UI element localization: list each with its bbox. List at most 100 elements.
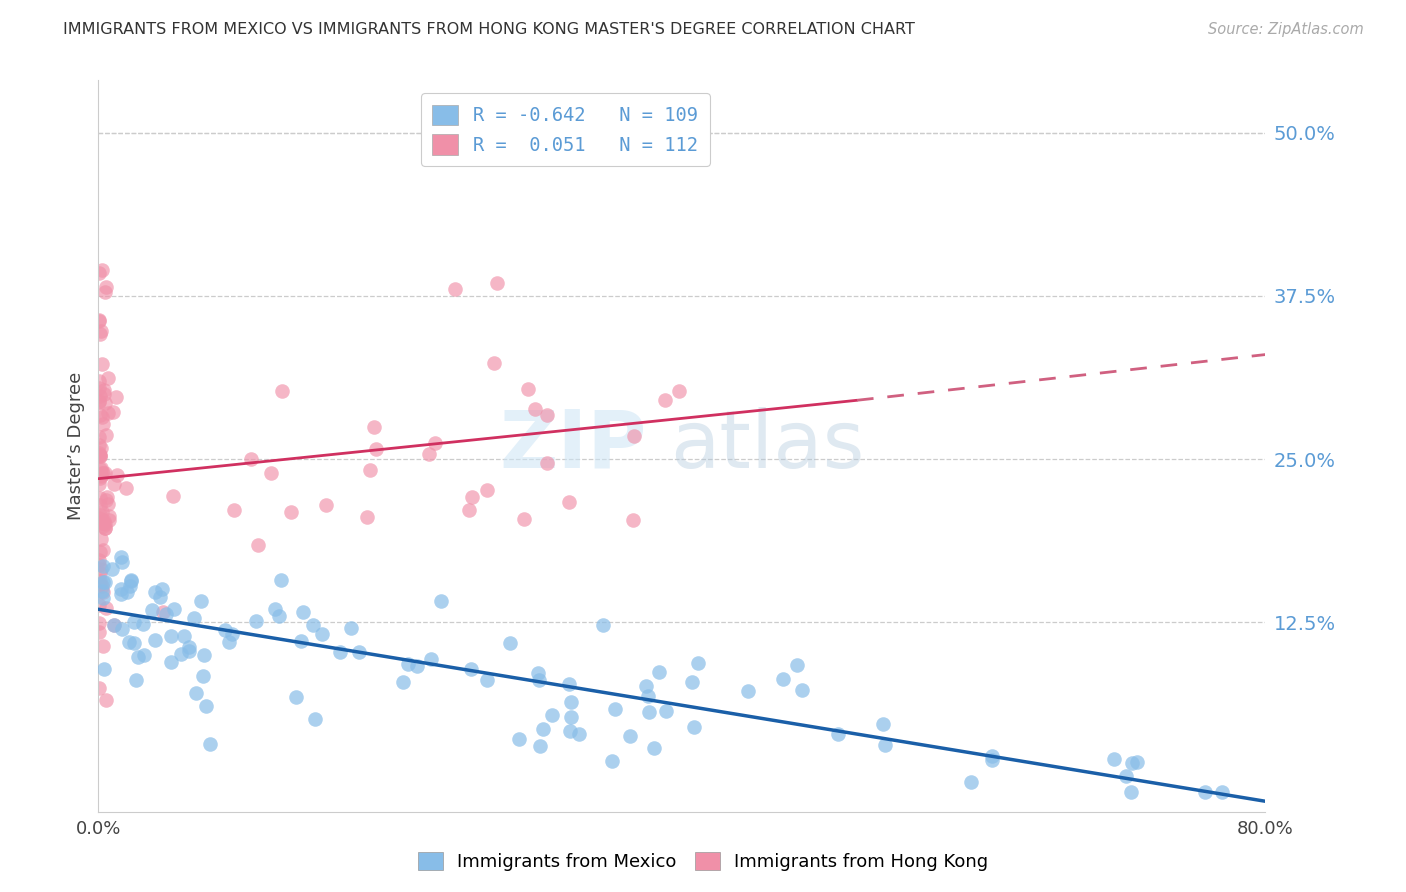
Point — [396, 657, 419, 671]
Point — [87, 511, 110, 525]
Point — [475, 483, 498, 497]
Point — [527, 673, 550, 687]
Point — [89, 448, 111, 462]
Point — [87, 598, 110, 612]
Point — [681, 674, 703, 689]
Point — [260, 466, 283, 480]
Point — [477, 673, 499, 687]
Point — [94, 575, 117, 590]
Point — [1211, 785, 1233, 799]
Point — [173, 629, 195, 643]
Point — [772, 672, 794, 686]
Point — [1121, 785, 1143, 799]
Point — [87, 681, 110, 695]
Point — [264, 602, 287, 616]
Point — [240, 452, 263, 467]
Point — [162, 489, 184, 503]
Point — [170, 647, 193, 661]
Point — [637, 690, 659, 704]
Point — [347, 645, 370, 659]
Point — [125, 673, 148, 687]
Point — [91, 542, 114, 557]
Point — [558, 724, 581, 739]
Point — [89, 545, 111, 559]
Point — [356, 510, 378, 524]
Point — [93, 387, 115, 401]
Point — [340, 621, 363, 635]
Point — [87, 438, 110, 452]
Point — [141, 602, 163, 616]
Text: ZIP: ZIP — [499, 407, 647, 485]
Point — [93, 514, 115, 528]
Point — [486, 276, 509, 290]
Point — [120, 579, 142, 593]
Point — [648, 665, 671, 679]
Point — [101, 405, 124, 419]
Point — [513, 512, 536, 526]
Point — [91, 584, 114, 599]
Point — [93, 662, 115, 676]
Point — [143, 585, 166, 599]
Point — [290, 634, 312, 648]
Point — [91, 559, 114, 574]
Point — [87, 558, 110, 572]
Point — [122, 615, 145, 629]
Point — [115, 481, 138, 495]
Point — [89, 508, 111, 522]
Point — [517, 382, 540, 396]
Point — [536, 409, 558, 423]
Point — [93, 516, 115, 531]
Point — [87, 374, 110, 388]
Point — [121, 574, 143, 588]
Point — [461, 490, 484, 504]
Point — [94, 396, 117, 410]
Point — [280, 505, 302, 519]
Point — [111, 622, 134, 636]
Text: atlas: atlas — [671, 407, 865, 485]
Point — [96, 280, 118, 294]
Point — [90, 561, 112, 575]
Point — [668, 384, 690, 398]
Point — [90, 584, 112, 599]
Point — [523, 402, 546, 417]
Point — [91, 516, 114, 530]
Point — [132, 648, 155, 662]
Point — [183, 611, 205, 625]
Point — [89, 408, 111, 422]
Point — [1194, 785, 1216, 799]
Point — [160, 655, 183, 669]
Point — [89, 326, 111, 341]
Point — [560, 709, 582, 723]
Point — [93, 383, 115, 397]
Point — [329, 645, 352, 659]
Point — [222, 503, 245, 517]
Point — [91, 519, 114, 533]
Point — [619, 729, 641, 743]
Point — [315, 499, 337, 513]
Point — [541, 707, 564, 722]
Point — [214, 623, 236, 637]
Legend: R = -0.642   N = 109, R =  0.051   N = 112: R = -0.642 N = 109, R = 0.051 N = 112 — [420, 94, 710, 166]
Point — [458, 503, 481, 517]
Point — [87, 446, 110, 460]
Point — [90, 468, 112, 483]
Point — [246, 538, 269, 552]
Text: IMMIGRANTS FROM MEXICO VS IMMIGRANTS FROM HONG KONG MASTER'S DEGREE CORRELATION : IMMIGRANTS FROM MEXICO VS IMMIGRANTS FRO… — [63, 22, 915, 37]
Point — [592, 617, 614, 632]
Point — [90, 263, 112, 277]
Point — [359, 463, 381, 477]
Point — [419, 651, 441, 665]
Point — [221, 627, 243, 641]
Point — [110, 587, 132, 601]
Point — [143, 632, 166, 647]
Point — [1115, 768, 1137, 782]
Point — [89, 553, 111, 567]
Point — [97, 497, 120, 511]
Point — [87, 476, 110, 491]
Point — [87, 395, 110, 409]
Point — [643, 740, 665, 755]
Point — [91, 575, 114, 590]
Point — [94, 601, 117, 615]
Point — [301, 618, 323, 632]
Point — [89, 498, 111, 512]
